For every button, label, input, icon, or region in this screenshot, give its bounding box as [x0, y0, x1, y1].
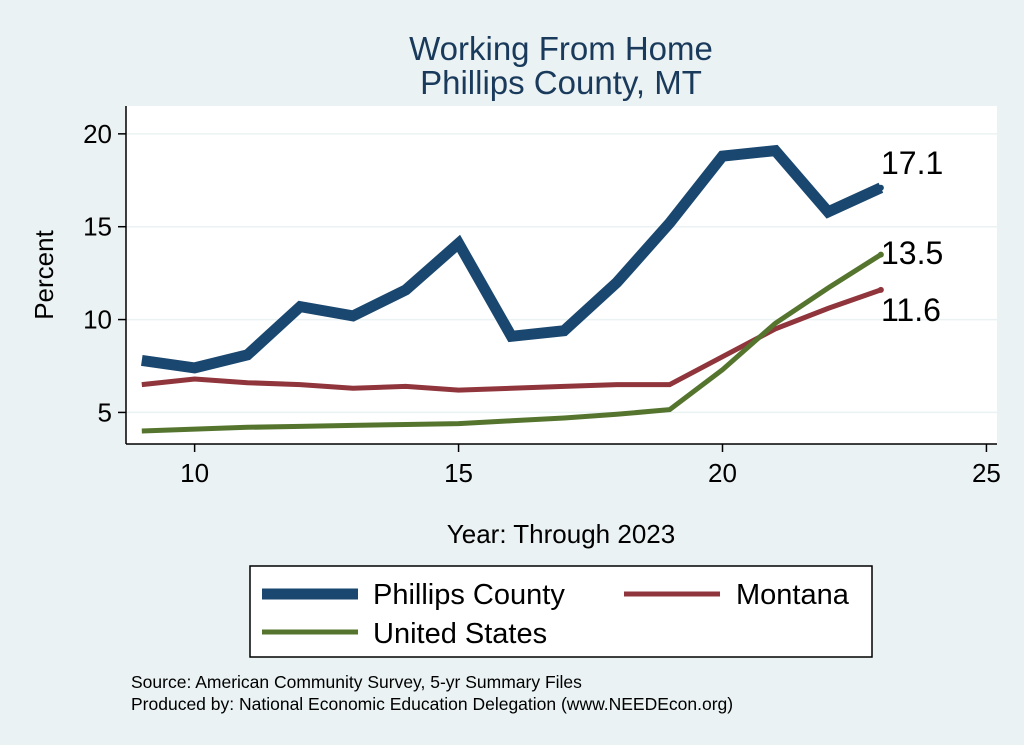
series-line-phillips-county — [141, 144, 884, 374]
chart-title-line-2: Phillips County, MT — [420, 64, 702, 101]
axes: 5 10 15 20 10 15 20 25 — [83, 106, 1001, 488]
chart-title-line-1: Working From Home — [409, 30, 713, 67]
x-tick-label: 15 — [444, 458, 473, 488]
source-note: Source: American Community Survey, 5-yr … — [131, 672, 582, 692]
legend-label-united-states: United States — [373, 618, 547, 650]
legend-label-phillips-county: Phillips County — [373, 579, 565, 611]
grid — [126, 133, 997, 414]
series-line-united-states — [141, 252, 883, 434]
series-end-point-united-states — [877, 251, 884, 258]
y-axis-label: Percent — [29, 229, 59, 319]
series-layer — [141, 144, 884, 434]
legend-box — [249, 565, 873, 658]
end-labels: 11.6 13.5 17.1 — [881, 145, 943, 328]
y-tick-label: 10 — [83, 305, 112, 335]
x-tick-label: 10 — [180, 458, 209, 488]
y-tick-label: 15 — [83, 212, 112, 242]
producer-note: Produced by: National Economic Education… — [131, 694, 733, 714]
y-tick-label: 20 — [83, 119, 112, 149]
x-tick-label: 25 — [972, 458, 1001, 488]
end-label-united-states: 13.5 — [881, 235, 943, 271]
legend-label-montana: Montana — [736, 579, 850, 611]
plot-area — [126, 106, 997, 444]
series-end-point-montana — [877, 286, 884, 293]
legend: Phillips County Montana United States — [249, 565, 873, 658]
end-label-montana: 11.6 — [881, 292, 941, 328]
x-axis-label: Year: Through 2023 — [447, 519, 675, 549]
series-end-point-phillips-county — [877, 184, 884, 191]
end-label-phillips-county: 17.1 — [881, 145, 943, 181]
x-tick-label: 20 — [708, 458, 737, 488]
y-tick-label: 5 — [98, 397, 112, 427]
